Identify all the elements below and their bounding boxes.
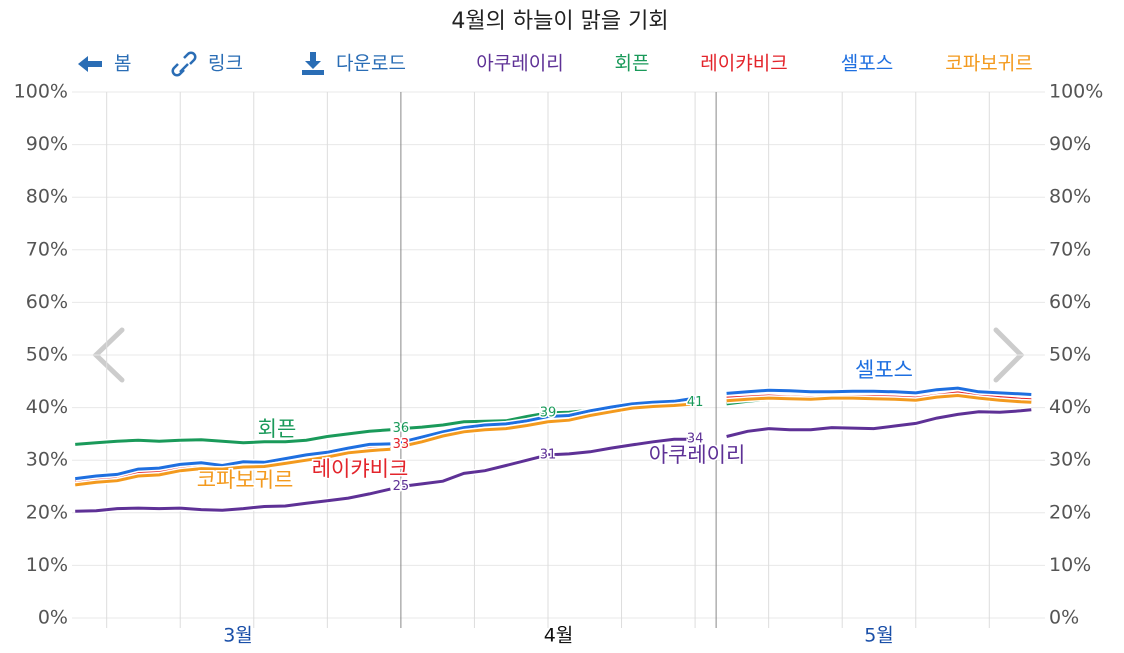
x-tick-label: 3월 [223, 625, 253, 647]
y2-tick-label: 20% [1049, 501, 1091, 523]
data-label: 36 [393, 421, 410, 436]
toolbar-button[interactable]: 링크 [208, 53, 243, 75]
data-label: 34 [687, 432, 704, 447]
legend-entry[interactable]: 코파보귀르 [945, 53, 1032, 75]
y-tick-label: 90% [26, 133, 68, 155]
series-label: 코파보귀르 [197, 468, 294, 492]
link-icon[interactable] [171, 51, 197, 77]
legend-entry[interactable]: 레이캬비크 [700, 53, 787, 75]
y2-tick-label: 50% [1049, 344, 1091, 366]
toolbar-button[interactable]: 봄 [114, 53, 131, 75]
y-tick-label: 30% [26, 449, 68, 471]
back-icon[interactable] [78, 56, 102, 72]
y2-tick-label: 60% [1049, 291, 1091, 313]
y2-tick-label: 100% [1049, 81, 1103, 103]
download-icon[interactable] [302, 52, 324, 75]
series-label: 셀포스 [855, 358, 913, 382]
y-tick-label: 70% [26, 238, 68, 260]
series-line [75, 386, 1032, 481]
x-tick-label: 5월 [864, 625, 894, 647]
y2-tick-label: 90% [1049, 133, 1091, 155]
data-label: 33 [393, 437, 410, 452]
legend-entry[interactable]: 셀포스 [841, 53, 893, 75]
series-line [75, 393, 1032, 487]
series-line [75, 408, 1032, 513]
y-tick-label: 10% [26, 554, 68, 576]
series-label: 레이캬비크 [312, 457, 409, 481]
toolbar-button[interactable]: 다운로드 [336, 53, 406, 75]
series-label: 아쿠레이리 [649, 443, 746, 467]
y2-tick-label: 30% [1049, 449, 1091, 471]
series-label: 회픈 [258, 417, 297, 441]
y2-tick-label: 10% [1049, 554, 1091, 576]
data-label: 41 [687, 395, 704, 410]
y2-tick-label: 0% [1049, 607, 1079, 629]
y2-tick-label: 70% [1049, 238, 1091, 260]
legend-entry[interactable]: 아쿠레이리 [476, 53, 563, 75]
y-tick-label: 100% [14, 81, 68, 103]
y-tick-label: 20% [26, 501, 68, 523]
y-tick-label: 60% [26, 291, 68, 313]
y-tick-label: 40% [26, 396, 68, 418]
data-label: 31 [540, 447, 557, 462]
y-tick-label: 80% [26, 186, 68, 208]
y-tick-label: 50% [26, 344, 68, 366]
legend-entry[interactable]: 회픈 [615, 53, 650, 75]
data-label: 39 [540, 405, 557, 420]
toolbar: 봄 링크 다운로드 [78, 51, 406, 77]
chart-title: 4월의 하늘이 맑을 기회 [451, 9, 668, 34]
x-tick-label: 4월 [544, 625, 574, 647]
y2-tick-label: 80% [1049, 186, 1091, 208]
data-label: 25 [393, 479, 410, 494]
y2-tick-label: 40% [1049, 396, 1091, 418]
y-tick-label: 0% [38, 607, 68, 629]
